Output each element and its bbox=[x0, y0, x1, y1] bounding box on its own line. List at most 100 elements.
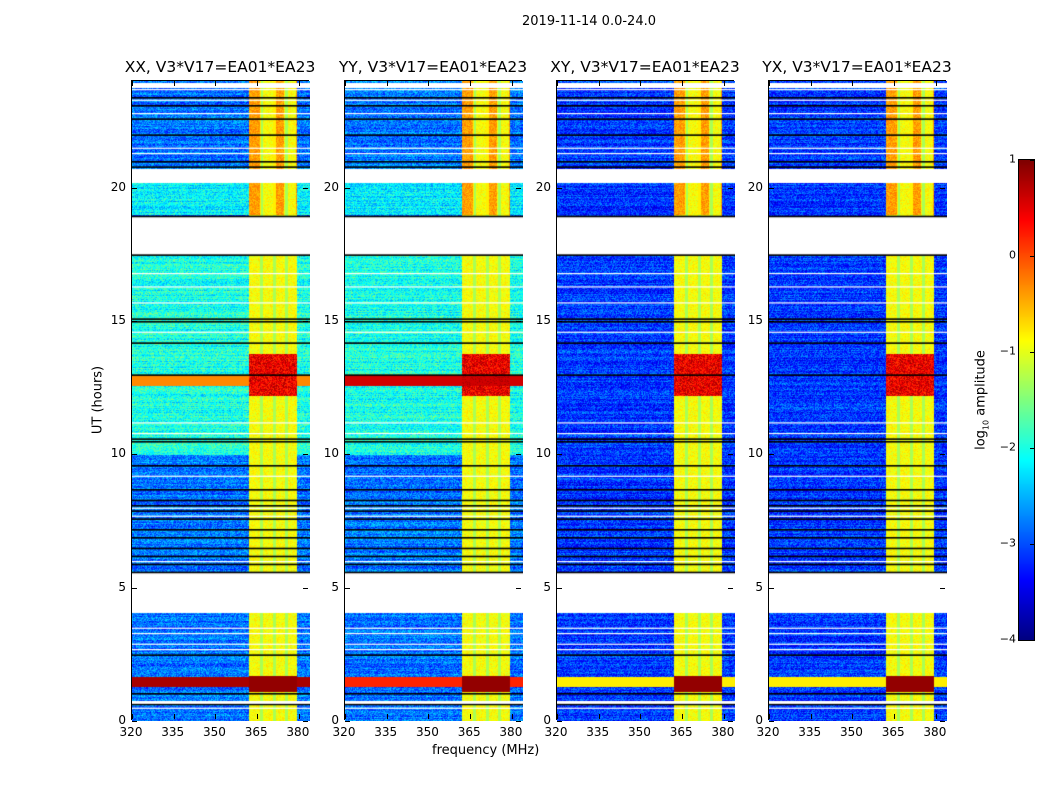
x-tick bbox=[810, 714, 812, 719]
x-tick bbox=[298, 714, 300, 719]
y-tick bbox=[303, 321, 308, 322]
x-tick bbox=[598, 81, 600, 86]
y-tick-label: 0 bbox=[331, 713, 339, 727]
y-tick bbox=[940, 321, 945, 322]
y-tick bbox=[940, 721, 945, 722]
x-tick-label: 380 bbox=[711, 725, 735, 739]
y-tick bbox=[345, 187, 350, 189]
x-tick-label: 350 bbox=[415, 725, 439, 739]
x-tick bbox=[345, 81, 346, 86]
panel-title: YY, V3*V17=EA01*EA23 bbox=[338, 58, 528, 76]
x-tick bbox=[132, 81, 133, 86]
colorbar-tick bbox=[1030, 352, 1034, 353]
x-tick bbox=[852, 714, 854, 719]
panel-yy bbox=[344, 80, 523, 722]
y-tick bbox=[769, 454, 774, 456]
x-tick-label: 365 bbox=[881, 725, 905, 739]
x-tick bbox=[810, 81, 812, 86]
colorbar-tick bbox=[1030, 640, 1034, 641]
panel-yx bbox=[768, 80, 947, 722]
x-tick-label: 350 bbox=[202, 725, 226, 739]
x-tick-label: 320 bbox=[544, 725, 568, 739]
y-tick bbox=[940, 187, 945, 189]
x-tick bbox=[935, 714, 937, 719]
x-tick-label: 365 bbox=[457, 725, 481, 739]
x-tick-label: 365 bbox=[669, 725, 693, 739]
y-tick bbox=[769, 721, 774, 722]
x-tick bbox=[723, 81, 725, 86]
y-tick-label: 15 bbox=[535, 313, 551, 327]
x-tick bbox=[640, 714, 642, 719]
x-tick-label: 365 bbox=[244, 725, 268, 739]
colorbar-tick-label: −2 bbox=[999, 440, 1016, 454]
heatmap-xx bbox=[132, 81, 310, 721]
y-tick bbox=[516, 587, 521, 589]
y-tick bbox=[769, 587, 774, 589]
x-tick bbox=[640, 81, 642, 86]
y-tick bbox=[728, 454, 733, 456]
y-tick-label: 20 bbox=[110, 179, 126, 194]
colorbar-tick-label: −4 bbox=[999, 632, 1016, 646]
y-tick bbox=[345, 721, 350, 722]
x-tick bbox=[386, 714, 388, 719]
y-tick bbox=[728, 321, 733, 322]
y-tick-label: 5 bbox=[118, 579, 126, 594]
colorbar-tick bbox=[1030, 448, 1034, 449]
y-tick bbox=[132, 721, 137, 722]
x-tick-label: 350 bbox=[627, 725, 651, 739]
y-tick bbox=[557, 587, 562, 589]
x-tick bbox=[723, 714, 725, 719]
x-tick bbox=[852, 81, 854, 86]
colorbar-tick bbox=[1030, 160, 1034, 161]
y-tick-label: 0 bbox=[118, 713, 126, 727]
y-tick-label: 15 bbox=[110, 313, 126, 327]
y-tick bbox=[132, 321, 137, 322]
x-tick bbox=[682, 81, 684, 86]
x-tick-label: 335 bbox=[161, 725, 185, 739]
x-tick bbox=[215, 81, 217, 86]
y-tick bbox=[557, 187, 562, 189]
x-tick bbox=[345, 714, 346, 719]
x-tick bbox=[894, 81, 896, 86]
heatmap-yy bbox=[345, 81, 523, 721]
panel-xx bbox=[131, 80, 310, 722]
y-tick-label: 5 bbox=[331, 579, 339, 594]
colorbar-tick-label: −3 bbox=[999, 536, 1016, 550]
y-tick bbox=[557, 721, 562, 722]
x-tick-label: 380 bbox=[923, 725, 947, 739]
x-tick bbox=[470, 81, 472, 86]
y-tick bbox=[557, 454, 562, 456]
x-tick-label: 320 bbox=[119, 725, 143, 739]
y-tick bbox=[132, 587, 137, 589]
y-tick bbox=[345, 587, 350, 589]
y-tick-label: 0 bbox=[543, 713, 551, 727]
y-tick bbox=[303, 187, 308, 189]
heatmap-yx bbox=[769, 81, 947, 721]
y-tick bbox=[132, 187, 137, 189]
x-tick bbox=[257, 81, 259, 86]
panel-title: XX, V3*V17=EA01*EA23 bbox=[124, 58, 316, 76]
x-tick-label: 380 bbox=[286, 725, 310, 739]
y-tick-label: 10 bbox=[535, 446, 551, 461]
x-tick bbox=[173, 714, 175, 719]
y-tick bbox=[303, 454, 308, 456]
colorbar-tick-label: 0 bbox=[1009, 248, 1016, 262]
figure-title: 2019-11-14 0.0-24.0 bbox=[522, 14, 656, 29]
y-tick bbox=[728, 187, 733, 189]
y-tick bbox=[728, 721, 733, 722]
x-tick bbox=[935, 81, 937, 86]
y-tick bbox=[345, 321, 350, 322]
y-tick bbox=[940, 454, 945, 456]
heatmap-xy bbox=[557, 81, 735, 721]
y-tick-label: 0 bbox=[755, 713, 763, 727]
x-tick bbox=[215, 714, 217, 719]
y-tick bbox=[728, 587, 733, 589]
x-tick bbox=[470, 714, 472, 719]
y-tick-label: 20 bbox=[323, 179, 339, 194]
colorbar-tick bbox=[1030, 256, 1034, 257]
y-tick bbox=[516, 721, 521, 722]
x-tick bbox=[511, 714, 513, 719]
x-tick bbox=[598, 714, 600, 719]
x-tick bbox=[298, 81, 300, 86]
